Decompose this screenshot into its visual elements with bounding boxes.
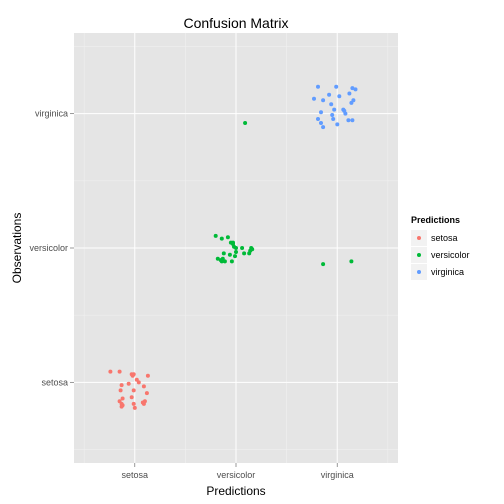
- legend-dot-versicolor: [417, 253, 421, 257]
- legend-dot-setosa: [417, 236, 421, 240]
- point-virginica-24: [331, 117, 336, 121]
- point-virginica-10: [329, 102, 334, 107]
- point-versicolor-21: [229, 259, 234, 264]
- point-versicolor-8: [240, 246, 245, 250]
- point-virginica-22: [321, 125, 326, 130]
- point-virginica-6: [337, 94, 342, 99]
- point-versicolor-0: [213, 233, 218, 238]
- y-tick-label-setosa: setosa: [41, 377, 68, 387]
- point-setosa-7: [119, 383, 124, 388]
- legend: Predictions setosa versicolor virginica: [411, 215, 470, 280]
- point-setosa-8: [126, 381, 131, 386]
- x-axis-title: Predictions: [206, 484, 265, 498]
- point-virginica-1: [334, 84, 339, 89]
- legend-dot-virginica: [417, 270, 421, 274]
- point-virginica-9: [321, 98, 326, 103]
- point-setosa-12: [144, 391, 149, 396]
- point-virginica-0: [316, 84, 320, 89]
- point-virginica-21: [319, 121, 323, 125]
- point-versicolor-26: [243, 121, 248, 125]
- point-versicolor-7: [234, 246, 238, 250]
- y-tick-label-versicolor: versicolor: [29, 243, 68, 253]
- point-setosa-14: [129, 395, 134, 400]
- y-tick-label-virginica: virginica: [35, 109, 68, 119]
- point-virginica-16: [330, 113, 335, 117]
- point-virginica-2: [350, 86, 355, 91]
- x-axis-ticks: setosa versicolor virginica: [121, 463, 354, 480]
- point-virginica-11: [349, 100, 354, 105]
- x-tick-label-setosa: setosa: [121, 470, 148, 480]
- point-virginica-3: [353, 87, 358, 92]
- point-setosa-13: [120, 396, 125, 401]
- point-virginica-23: [335, 122, 340, 127]
- point-virginica-17: [341, 107, 346, 112]
- point-setosa-6: [145, 373, 150, 378]
- point-setosa-22: [119, 404, 124, 409]
- point-versicolor-25: [349, 259, 354, 264]
- point-versicolor-14: [247, 251, 252, 256]
- point-virginica-5: [327, 92, 332, 97]
- point-setosa-1: [117, 369, 122, 374]
- point-setosa-23: [132, 405, 137, 410]
- point-virginica-7: [312, 96, 316, 101]
- point-virginica-18: [350, 118, 355, 123]
- point-setosa-10: [141, 384, 146, 389]
- legend-label-versicolor: versicolor: [431, 250, 470, 260]
- point-virginica-19: [316, 117, 320, 121]
- point-virginica-20: [346, 118, 351, 123]
- point-virginica-14: [319, 110, 323, 115]
- legend-title: Predictions: [411, 215, 460, 225]
- point-setosa-9: [136, 380, 141, 385]
- legend-label-setosa: setosa: [431, 233, 458, 243]
- point-virginica-13: [332, 107, 337, 112]
- point-versicolor-15: [221, 251, 226, 256]
- point-setosa-0: [108, 369, 113, 374]
- point-versicolor-1: [219, 236, 224, 241]
- x-tick-label-versicolor: versicolor: [217, 470, 256, 480]
- point-versicolor-12: [234, 250, 238, 254]
- chart-title: Confusion Matrix: [183, 15, 288, 31]
- point-setosa-21: [131, 401, 136, 406]
- x-tick-label-virginica: virginica: [321, 470, 354, 480]
- point-virginica-4: [347, 91, 352, 96]
- point-versicolor-2: [225, 235, 230, 240]
- point-setosa-11: [118, 388, 123, 393]
- point-versicolor-18: [215, 256, 220, 261]
- legend-label-virginica: virginica: [431, 267, 464, 277]
- point-virginica-15: [343, 111, 348, 116]
- y-axis-ticks: setosa versicolor virginica: [29, 109, 74, 387]
- point-versicolor-23: [220, 256, 225, 261]
- point-versicolor-16: [227, 252, 232, 257]
- point-setosa-24: [142, 399, 147, 404]
- data-points: [108, 84, 358, 410]
- point-versicolor-24: [321, 262, 326, 267]
- point-setosa-15: [131, 388, 136, 393]
- point-versicolor-17: [233, 254, 237, 259]
- point-versicolor-13: [242, 251, 247, 256]
- point-setosa-4: [131, 372, 136, 377]
- y-axis-title: Observations: [10, 213, 24, 284]
